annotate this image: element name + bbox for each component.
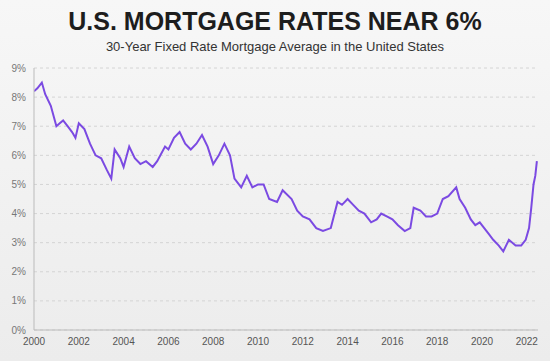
svg-text:2008: 2008 — [202, 336, 225, 347]
svg-text:1%: 1% — [12, 295, 27, 306]
svg-text:2006: 2006 — [157, 336, 180, 347]
svg-text:7%: 7% — [12, 121, 27, 132]
svg-text:2012: 2012 — [292, 336, 315, 347]
svg-text:3%: 3% — [12, 237, 27, 248]
svg-text:0%: 0% — [12, 325, 27, 336]
svg-text:2018: 2018 — [426, 336, 449, 347]
svg-text:2000: 2000 — [23, 336, 46, 347]
svg-text:9%: 9% — [12, 63, 27, 74]
svg-text:2%: 2% — [12, 266, 27, 277]
html-text:30-Year Fixed Rate Mortgage Av: 30-Year Fixed Rate Mortgage Average in t… — [105, 39, 445, 54]
html-text:U.S. MORTGAGE RATES NEAR 6%: U.S. MORTGAGE RATES NEAR 6% — [68, 7, 482, 35]
svg-text:4%: 4% — [12, 208, 27, 219]
svg-text:2002: 2002 — [68, 336, 91, 347]
svg-text:2004: 2004 — [112, 336, 135, 347]
svg-text:2014: 2014 — [336, 336, 359, 347]
svg-text:8%: 8% — [12, 92, 27, 103]
svg-text:2016: 2016 — [381, 336, 404, 347]
svg-text:2010: 2010 — [247, 336, 270, 347]
svg-text:5%: 5% — [12, 179, 27, 190]
svg-text:2020: 2020 — [471, 336, 494, 347]
svg-text:6%: 6% — [12, 150, 27, 161]
svg-text:2022: 2022 — [516, 336, 539, 347]
